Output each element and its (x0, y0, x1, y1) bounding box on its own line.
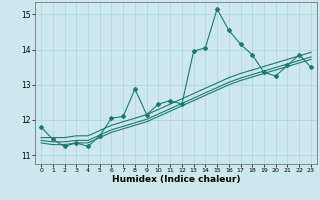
X-axis label: Humidex (Indice chaleur): Humidex (Indice chaleur) (112, 175, 240, 184)
